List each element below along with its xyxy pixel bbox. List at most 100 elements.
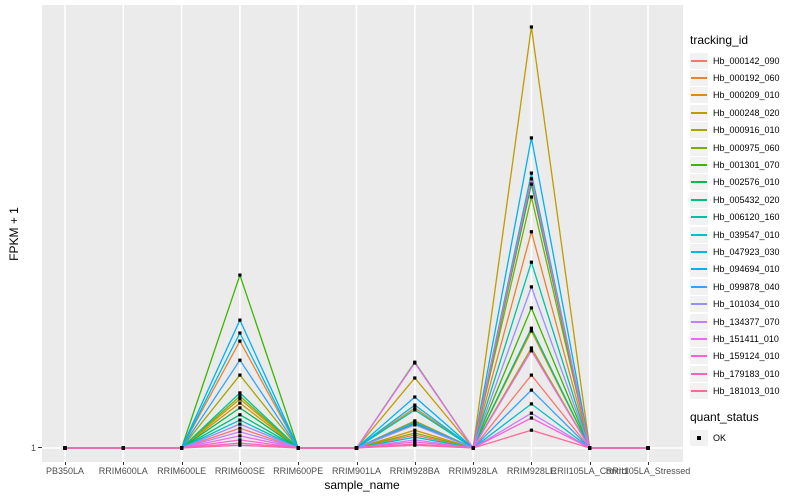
legend-item-label: Hb_000142_090 <box>713 55 780 66</box>
legend-item: Hb_000192_060 <box>690 69 798 87</box>
legend-item: Hb_000975_060 <box>690 139 798 156</box>
legend-item-label: Hb_000248_020 <box>713 107 780 118</box>
x-tick-label: RRIM901LA <box>331 466 382 476</box>
legend-item: Hb_000916_010 <box>690 122 798 139</box>
legend-item-label: Hb_181013_010 <box>713 386 780 397</box>
data-point <box>413 420 417 424</box>
x-tick <box>298 462 300 465</box>
y-axis-title: FPKM + 1 <box>7 207 21 261</box>
x-tick-label: RRIM600SE <box>214 466 265 476</box>
legend-item-label: Hb_151411_010 <box>713 333 779 344</box>
legend-key-box <box>690 209 708 226</box>
data-point <box>413 438 417 442</box>
data-point <box>238 397 242 401</box>
legend-item: Hb_159124_010 <box>690 348 798 365</box>
legend-item-label: Hb_179183_010 <box>713 368 780 379</box>
legend-key-box <box>690 139 708 156</box>
legend-title-tracking-id: tracking_id <box>690 33 749 47</box>
ok-square-icon <box>697 435 701 440</box>
legend-key-box <box>690 243 708 260</box>
legend-key-box <box>690 330 708 347</box>
legend-item-label: Hb_002576_010 <box>713 177 780 188</box>
legend-item: Hb_000209_010 <box>690 87 798 104</box>
legend-item: Hb_134377_070 <box>690 313 798 330</box>
legend-item: Hb_000142_090 <box>690 52 798 69</box>
x-tick-label: RRIM928LE <box>506 466 556 476</box>
legend-key-box <box>690 104 708 121</box>
data-point <box>529 416 533 420</box>
data-point <box>529 402 533 406</box>
legend-item: Hb_006120_160 <box>690 209 798 226</box>
data-point <box>529 285 533 289</box>
data-point <box>354 446 359 450</box>
legend-item-label: Hb_000975_060 <box>713 142 780 153</box>
legend-key-line-icon <box>691 355 707 358</box>
data-point <box>529 326 533 330</box>
data-point <box>238 430 242 434</box>
legend-key-box <box>690 226 708 243</box>
x-tick-label: PB350LA <box>45 466 85 476</box>
legend-item: Hb_094694_010 <box>690 261 798 278</box>
legend-item: Hb_047923_030 <box>690 243 798 260</box>
data-point <box>529 346 533 350</box>
x-tick-label: RRIM600LE <box>157 466 207 476</box>
legend-key-box <box>690 70 708 87</box>
legend-item-label: Hb_005432_020 <box>713 194 780 205</box>
legend-key-line-icon <box>691 250 707 253</box>
legend-key-line-icon <box>691 390 707 393</box>
data-point <box>180 446 184 450</box>
legend-item-label: Hb_039547_010 <box>713 229 780 240</box>
legend-key-line-icon <box>691 164 707 167</box>
data-point <box>238 418 242 422</box>
data-point <box>529 136 533 140</box>
legend-key-line-icon <box>691 303 707 306</box>
data-point <box>238 406 242 410</box>
y-tick-label: 1 <box>30 443 36 453</box>
legend-item: Hb_001301_070 <box>690 156 798 174</box>
legend-key-box <box>690 191 708 208</box>
legend-item: Hb_002576_010 <box>690 174 798 191</box>
legend-key-line-icon <box>691 337 707 340</box>
legend-item-label: Hb_094694_010 <box>713 264 780 275</box>
data-point <box>413 431 417 435</box>
data-point <box>238 391 242 395</box>
x-tick <box>473 462 475 465</box>
data-point <box>296 446 300 450</box>
data-point <box>238 358 242 362</box>
legend-item-label: Hb_101034_010 <box>713 299 780 310</box>
data-point <box>529 428 533 432</box>
legend-key-line-icon <box>691 129 707 132</box>
legend-quant-status: quant_status OK <box>690 410 798 446</box>
data-point <box>121 446 125 450</box>
data-point <box>238 318 242 322</box>
legend-key-box <box>690 174 708 191</box>
data-point <box>529 171 533 175</box>
legend-key-box <box>690 122 708 139</box>
data-point <box>238 426 242 430</box>
data-point <box>63 446 67 450</box>
data-point <box>529 306 533 310</box>
x-tick <box>414 462 416 465</box>
x-tick <box>648 462 649 465</box>
data-point <box>238 273 242 277</box>
data-point <box>413 395 417 399</box>
x-tick <box>356 462 358 465</box>
legend-key-line-icon <box>691 198 707 201</box>
legend-item-label: Hb_000916_010 <box>713 125 780 136</box>
legend-key-line-icon <box>691 268 707 271</box>
legend-item-label: Hb_000192_060 <box>713 73 780 84</box>
legend-key-line-icon <box>691 59 707 62</box>
x-tick-label: RRIM928LA <box>448 466 498 476</box>
data-point <box>413 440 417 444</box>
x-tick <box>123 462 125 465</box>
data-point <box>238 331 242 335</box>
legend-item-label: Hb_099878_040 <box>713 281 780 292</box>
data-point <box>413 443 417 447</box>
data-point <box>413 376 417 380</box>
chart-canvas <box>42 5 683 462</box>
legend-key-line-icon <box>691 372 707 375</box>
data-point <box>413 423 417 427</box>
legend-item-label: Hb_000209_010 <box>713 90 780 101</box>
legend-key-line-icon <box>691 146 707 149</box>
